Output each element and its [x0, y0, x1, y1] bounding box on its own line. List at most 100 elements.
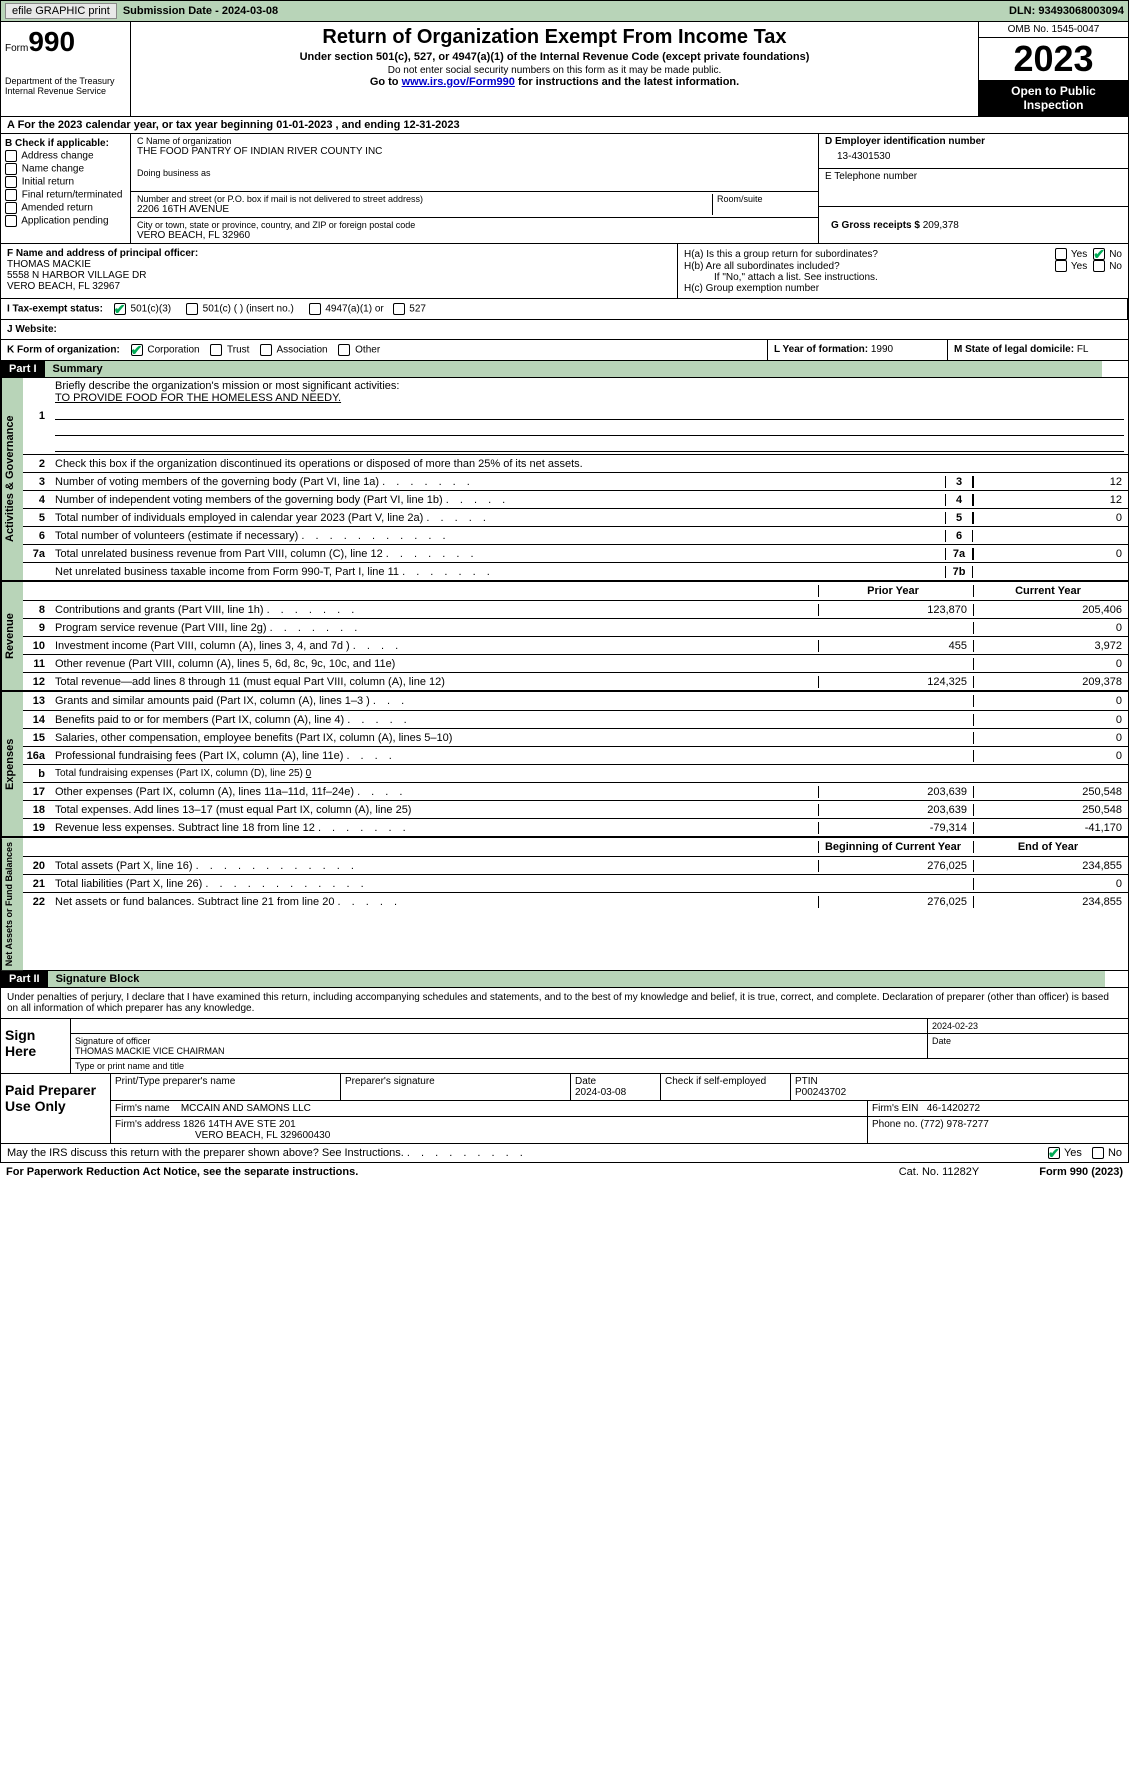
sig-date: 2024-02-23	[932, 1021, 978, 1031]
checkbox-initial[interactable]	[5, 176, 17, 188]
line-11-text: Other revenue (Part VIII, column (A), li…	[55, 658, 395, 670]
firm-ein-label: Firm's EIN	[872, 1103, 918, 1114]
prep-date: 2024-03-08	[575, 1087, 626, 1098]
omb-number: OMB No. 1545-0047	[979, 22, 1128, 38]
form-header: Form990 Department of the Treasury Inter…	[0, 22, 1129, 117]
firm-addr1: 1826 14TH AVE STE 201	[183, 1119, 296, 1130]
c-name-label: C Name of organization	[137, 136, 812, 146]
checkbox-hb-yes[interactable]	[1055, 260, 1067, 272]
line-6-text: Total number of volunteers (estimate if …	[55, 530, 298, 542]
rot-governance: Activities & Governance	[1, 378, 23, 580]
part1-badge: Part I	[1, 361, 45, 377]
line-10-prior: 455	[818, 640, 973, 652]
line-19-prior: -79,314	[818, 822, 973, 834]
mission-label: Briefly describe the organization's miss…	[55, 380, 399, 392]
checkbox-ha-no[interactable]	[1093, 248, 1105, 260]
officer-addr1: 5558 N HARBOR VILLAGE DR	[7, 270, 147, 281]
discuss-no: No	[1108, 1147, 1122, 1159]
opt-assoc: Association	[276, 345, 327, 356]
opt-501c: 501(c) ( ) (insert no.)	[203, 304, 294, 315]
checkbox-address-change[interactable]	[5, 150, 17, 162]
firm-ein: 46-1420272	[927, 1103, 980, 1114]
f-label: F Name and address of principal officer:	[7, 248, 198, 259]
line-13-curr: 0	[973, 695, 1128, 707]
efile-print-button[interactable]: efile GRAPHIC print	[5, 3, 117, 19]
checkbox-trust[interactable]	[210, 344, 222, 356]
checkbox-corp[interactable]	[131, 344, 143, 356]
line-7a-val: 0	[973, 548, 1128, 560]
discuss-row: May the IRS discuss this return with the…	[0, 1144, 1129, 1163]
gross-label: G Gross receipts $	[831, 220, 920, 231]
checkbox-final[interactable]	[5, 189, 17, 201]
opt-527: 527	[409, 304, 426, 315]
line-10-curr: 3,972	[973, 640, 1128, 652]
dba-label: Doing business as	[137, 168, 812, 178]
line-a-prefix: A For the 2023 calendar year, or tax yea…	[7, 119, 276, 131]
checkbox-discuss-no[interactable]	[1092, 1147, 1104, 1159]
opt-address-change: Address change	[21, 151, 93, 162]
ha-yes: Yes	[1071, 249, 1087, 260]
form-word: Form	[5, 43, 28, 54]
rot-net: Net Assets or Fund Balances	[1, 838, 23, 970]
line-18-prior: 203,639	[818, 804, 973, 816]
checkbox-name-change[interactable]	[5, 163, 17, 175]
line-10-text: Investment income (Part VIII, column (A)…	[55, 640, 350, 652]
checkbox-ha-yes[interactable]	[1055, 248, 1067, 260]
line-17-curr: 250,548	[973, 786, 1128, 798]
phone-label: E Telephone number	[825, 171, 1122, 182]
checkbox-other[interactable]	[338, 344, 350, 356]
firm-phone-label: Phone no.	[872, 1119, 918, 1130]
opt-4947: 4947(a)(1) or	[325, 304, 383, 315]
checkbox-501c3[interactable]	[114, 303, 126, 315]
form990-link[interactable]: www.irs.gov/Form990	[402, 76, 515, 88]
org-name: THE FOOD PANTRY OF INDIAN RIVER COUNTY I…	[137, 146, 812, 157]
gross-value: 209,378	[923, 220, 959, 231]
line-18-curr: 250,548	[973, 804, 1128, 816]
opt-trust: Trust	[227, 345, 249, 356]
prep-sig-label: Preparer's signature	[341, 1074, 571, 1100]
line-16a-curr: 0	[973, 750, 1128, 762]
line-13-text: Grants and similar amounts paid (Part IX…	[55, 695, 370, 707]
section-l: L Year of formation: 1990	[768, 340, 948, 360]
line-7a-text: Total unrelated business revenue from Pa…	[55, 548, 383, 560]
l-label: L Year of formation:	[774, 344, 871, 355]
line-19-text: Revenue less expenses. Subtract line 18 …	[55, 822, 315, 834]
prep-date-label: Date	[575, 1076, 596, 1087]
section-b: B Check if applicable: Address change Na…	[1, 134, 131, 243]
officer-name-title: THOMAS MACKIE VICE CHAIRMAN	[75, 1046, 225, 1056]
checkbox-discuss-yes[interactable]	[1048, 1147, 1060, 1159]
line-a-mid: , and ending	[332, 119, 403, 131]
topbar: efile GRAPHIC print Submission Date - 20…	[0, 0, 1129, 22]
line-18-text: Total expenses. Add lines 13–17 (must eq…	[55, 804, 411, 816]
opt-other: Other	[355, 345, 380, 356]
checkbox-pending[interactable]	[5, 215, 17, 227]
part2-title: Signature Block	[48, 971, 1105, 987]
checkbox-amended[interactable]	[5, 202, 17, 214]
section-k: K Form of organization: Corporation Trus…	[1, 340, 768, 360]
instructions-link-line: Go to www.irs.gov/Form990 for instructio…	[139, 76, 970, 88]
line-16a-text: Professional fundraising fees (Part IX, …	[55, 750, 343, 762]
m-label: M State of legal domicile:	[954, 344, 1077, 355]
line-21-text: Total liabilities (Part X, line 26)	[55, 878, 202, 890]
checkbox-501c[interactable]	[186, 303, 198, 315]
hdr-curr: Current Year	[973, 585, 1128, 597]
line-2: Check this box if the organization disco…	[51, 456, 1128, 472]
checkbox-527[interactable]	[393, 303, 405, 315]
hdr-prior: Prior Year	[818, 585, 973, 597]
checkbox-hb-no[interactable]	[1093, 260, 1105, 272]
rot-expenses: Expenses	[1, 692, 23, 836]
line-12-curr: 209,378	[973, 676, 1128, 688]
line-20-text: Total assets (Part X, line 16)	[55, 860, 193, 872]
section-m: M State of legal domicile: FL	[948, 340, 1128, 360]
hb-yes: Yes	[1071, 261, 1087, 272]
line-12-prior: 124,325	[818, 676, 973, 688]
opt-initial: Initial return	[22, 177, 74, 188]
line-3-text: Number of voting members of the governin…	[55, 476, 379, 488]
checkbox-assoc[interactable]	[260, 344, 272, 356]
firm-addr2: VERO BEACH, FL 329600430	[115, 1130, 330, 1141]
checkbox-4947[interactable]	[309, 303, 321, 315]
firm-addr-label: Firm's address	[115, 1119, 180, 1130]
line-15-curr: 0	[973, 732, 1128, 744]
line-11-curr: 0	[973, 658, 1128, 670]
hc-label: H(c) Group exemption number	[684, 283, 1122, 294]
